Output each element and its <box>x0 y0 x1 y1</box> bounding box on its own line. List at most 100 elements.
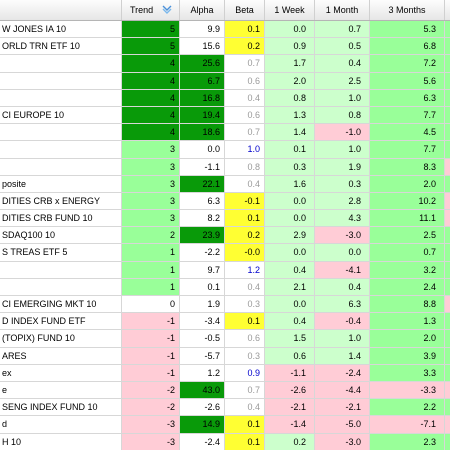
cell-1-month[interactable]: 2.8 <box>315 192 370 210</box>
cell-6-months[interactable] <box>445 210 450 227</box>
cell-1-month[interactable]: 0.4 <box>315 278 370 295</box>
cell-1-week[interactable]: 0.0 <box>265 192 315 210</box>
table-row[interactable]: 4 25.6 0.7 1.7 0.4 7.2 <box>0 55 450 73</box>
table-row[interactable]: 4 18.6 0.7 1.4 -1.0 4.5 <box>0 124 450 142</box>
cell-1-month[interactable]: 0.0 <box>315 244 370 261</box>
cell-6-months[interactable] <box>445 141 450 158</box>
cell-trend[interactable]: 3 <box>122 192 180 210</box>
cell-1-week[interactable]: 1.6 <box>265 175 315 192</box>
cell-1-week[interactable]: 2.1 <box>265 278 315 295</box>
table-row[interactable]: 1 9.7 1.2 0.4 -4.1 3.2 <box>0 261 450 279</box>
cell-name[interactable]: CI EUROPE 10 <box>0 106 122 124</box>
cell-beta[interactable]: 0.1 <box>225 313 265 330</box>
cell-3-months[interactable]: 8.3 <box>370 158 445 175</box>
cell-3-months[interactable]: 11.1 <box>370 210 445 227</box>
cell-alpha[interactable]: 6.7 <box>180 72 225 89</box>
cell-name[interactable] <box>0 89 122 106</box>
cell-trend[interactable]: 1 <box>122 244 180 261</box>
cell-alpha[interactable]: 22.1 <box>180 175 225 192</box>
cell-name[interactable] <box>0 278 122 295</box>
cell-alpha[interactable]: -1.1 <box>180 158 225 175</box>
cell-name[interactable]: ex <box>0 364 122 381</box>
cell-name[interactable] <box>0 55 122 72</box>
cell-name[interactable]: S TREAS ETF 5 <box>0 244 122 261</box>
cell-1-week[interactable]: 1.5 <box>265 330 315 347</box>
cell-1-month[interactable]: -2.1 <box>315 399 370 416</box>
cell-name[interactable] <box>0 72 122 89</box>
cell-name[interactable] <box>0 261 122 278</box>
cell-6-months[interactable] <box>445 347 450 364</box>
table-row[interactable]: CI EMERGING MKT 10 0 1.9 0.3 0.0 6.3 8.8 <box>0 296 450 314</box>
cell-name[interactable]: ARES <box>0 347 122 364</box>
cell-alpha[interactable]: -0.5 <box>180 330 225 347</box>
cell-alpha[interactable]: 1.2 <box>180 364 225 381</box>
table-row[interactable]: DITIES CRB FUND 10 3 8.2 0.1 0.0 4.3 11.1 <box>0 210 450 228</box>
cell-trend[interactable]: 5 <box>122 21 180 38</box>
cell-alpha[interactable]: 9.7 <box>180 261 225 278</box>
cell-beta[interactable]: 0.4 <box>225 175 265 192</box>
cell-name[interactable]: SDAQ100 10 <box>0 227 122 244</box>
cell-alpha[interactable]: 19.4 <box>180 106 225 124</box>
cell-trend[interactable]: 3 <box>122 141 180 158</box>
cell-beta[interactable]: 0.6 <box>225 106 265 124</box>
cell-1-month[interactable]: 1.9 <box>315 158 370 175</box>
cell-6-months[interactable] <box>445 192 450 210</box>
cell-beta[interactable]: 0.7 <box>225 381 265 399</box>
cell-trend[interactable]: 3 <box>122 158 180 175</box>
cell-3-months[interactable]: 8.8 <box>370 296 445 313</box>
cell-6-months[interactable] <box>445 89 450 106</box>
cell-3-months[interactable]: 3.9 <box>370 347 445 364</box>
table-row[interactable]: ORLD TRN ETF 10 5 15.6 0.2 0.9 0.5 6.8 <box>0 38 450 56</box>
cell-6-months[interactable] <box>445 72 450 89</box>
cell-3-months[interactable]: 2.3 <box>370 433 445 450</box>
cell-beta[interactable]: 0.4 <box>225 399 265 416</box>
cell-alpha[interactable]: 14.9 <box>180 416 225 433</box>
cell-3-months[interactable]: 6.8 <box>370 38 445 55</box>
cell-6-months[interactable] <box>445 38 450 55</box>
cell-1-month[interactable]: -0.4 <box>315 313 370 330</box>
cell-trend[interactable]: -2 <box>122 399 180 416</box>
table-row[interactable]: ex -1 1.2 0.9 -1.1 -2.4 3.3 <box>0 364 450 382</box>
cell-3-months[interactable]: 2.2 <box>370 399 445 416</box>
cell-trend[interactable]: 3 <box>122 175 180 192</box>
cell-6-months[interactable] <box>445 106 450 124</box>
cell-beta[interactable]: 0.9 <box>225 364 265 381</box>
cell-1-week[interactable]: 0.4 <box>265 261 315 278</box>
cell-alpha[interactable]: -2.2 <box>180 244 225 261</box>
cell-alpha[interactable]: 15.6 <box>180 38 225 55</box>
cell-trend[interactable]: 2 <box>122 227 180 244</box>
cell-1-month[interactable]: -3.0 <box>315 433 370 450</box>
cell-alpha[interactable]: -3.4 <box>180 313 225 330</box>
cell-1-month[interactable]: 1.4 <box>315 347 370 364</box>
cell-name[interactable]: D INDEX FUND ETF <box>0 313 122 330</box>
cell-1-month[interactable]: 0.3 <box>315 175 370 192</box>
cell-trend[interactable]: -1 <box>122 347 180 364</box>
cell-trend[interactable]: 4 <box>122 55 180 72</box>
cell-name[interactable]: H 10 <box>0 433 122 450</box>
table-row[interactable]: S TREAS ETF 5 1 -2.2 -0.0 0.0 0.0 0.7 <box>0 244 450 262</box>
cell-trend[interactable]: -1 <box>122 330 180 347</box>
cell-name[interactable]: (TOPIX) FUND 10 <box>0 330 122 347</box>
table-row[interactable]: SDAQ100 10 2 23.9 0.2 2.9 -3.0 2.5 <box>0 227 450 245</box>
cell-beta[interactable]: 0.7 <box>225 55 265 72</box>
cell-3-months[interactable]: 2.4 <box>370 278 445 295</box>
cell-6-months[interactable] <box>445 124 450 141</box>
cell-trend[interactable]: 1 <box>122 278 180 295</box>
cell-1-week[interactable]: 0.9 <box>265 38 315 55</box>
cell-6-months[interactable] <box>445 227 450 244</box>
cell-6-months[interactable] <box>445 55 450 72</box>
cell-alpha[interactable]: -2.6 <box>180 399 225 416</box>
cell-3-months[interactable]: 2.0 <box>370 330 445 347</box>
cell-1-week[interactable]: 2.0 <box>265 72 315 89</box>
cell-1-week[interactable]: -2.6 <box>265 381 315 399</box>
table-row[interactable]: 3 -1.1 0.8 0.3 1.9 8.3 <box>0 158 450 176</box>
cell-6-months[interactable] <box>445 158 450 175</box>
cell-trend[interactable]: 4 <box>122 106 180 124</box>
cell-alpha[interactable]: 0.0 <box>180 141 225 158</box>
cell-1-month[interactable]: 0.4 <box>315 55 370 72</box>
cell-1-month[interactable]: 4.3 <box>315 210 370 227</box>
cell-alpha[interactable]: 16.8 <box>180 89 225 106</box>
col-header-1-week[interactable]: 1 Week <box>265 0 315 20</box>
cell-alpha[interactable]: 0.1 <box>180 278 225 295</box>
table-row[interactable]: SENG INDEX FUND 10 -2 -2.6 0.4 -2.1 -2.1 2.2 <box>0 399 450 417</box>
